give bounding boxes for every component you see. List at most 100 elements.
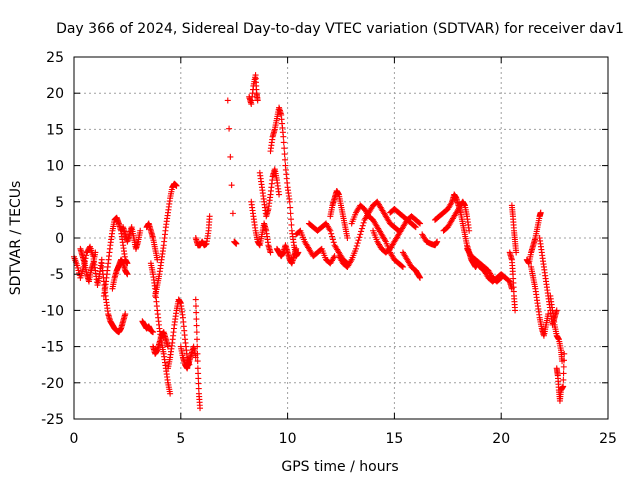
series-arc-c	[98, 260, 129, 336]
series-arc-ff	[440, 198, 473, 234]
data-point	[417, 274, 424, 281]
series-arc-f	[120, 224, 144, 252]
data-point	[434, 238, 441, 245]
data-point	[560, 357, 567, 364]
series-arc-bb	[399, 249, 424, 281]
series-arc-ii	[508, 202, 520, 256]
axis-ticks: 0 5 10 15 20 25 -25 -20 -15 -10 -5 0 5 10 15 20 25	[41, 50, 617, 447]
y-tick-label: -20	[41, 376, 64, 392]
data-point	[417, 220, 424, 227]
data-point	[327, 227, 334, 234]
data-point	[287, 210, 294, 217]
series-arc-s	[256, 166, 283, 220]
data-point	[195, 380, 202, 387]
series-arc-x	[327, 187, 351, 241]
series-arc-aa	[370, 213, 424, 256]
data-point	[194, 350, 201, 357]
data-point	[227, 153, 234, 160]
data-point	[193, 329, 200, 336]
data-point	[194, 365, 201, 372]
data-point	[344, 235, 351, 241]
series-arc-v	[293, 227, 338, 267]
data-point	[329, 236, 336, 243]
data-point	[226, 125, 233, 132]
data-point	[193, 316, 200, 323]
data-point	[498, 274, 505, 281]
y-tick-label: 10	[46, 159, 64, 175]
series-arc-gg	[464, 245, 505, 285]
data-point	[92, 249, 99, 256]
data-point	[355, 237, 362, 244]
data-point	[194, 358, 201, 365]
data-point	[448, 200, 455, 207]
data-point	[194, 343, 201, 350]
data-point	[122, 311, 129, 318]
data-point	[206, 213, 213, 220]
chart-title: Day 366 of 2024, Sidereal Day-to-day VTE…	[56, 21, 624, 37]
x-tick-label: 5	[176, 431, 185, 447]
data-point	[173, 182, 180, 189]
series-arc-d	[100, 214, 131, 299]
series-arc-dd	[419, 231, 441, 249]
y-tick-label: 15	[46, 122, 64, 138]
x-tick-label: 25	[599, 431, 617, 447]
data-point	[193, 322, 200, 329]
series-arc-m	[177, 343, 199, 372]
data-point	[281, 145, 288, 152]
series-arc-kk	[528, 263, 552, 339]
data-point	[537, 209, 544, 216]
x-tick-label: 0	[70, 431, 79, 447]
y-tick-label: 5	[55, 195, 64, 211]
data-point	[224, 97, 231, 104]
data-point	[83, 252, 90, 259]
data-point	[280, 139, 287, 146]
series-arc-r	[248, 198, 274, 256]
data-point	[195, 375, 202, 382]
data-point	[195, 370, 202, 377]
y-axis-title: SDTVAR / TECUs	[8, 181, 24, 296]
x-axis-title: GPS time / hours	[281, 459, 398, 475]
series-arc-cc	[387, 206, 419, 231]
series-arc-h	[143, 220, 161, 263]
series-arc-nn	[553, 350, 568, 404]
data-point	[228, 182, 235, 189]
data-point	[354, 240, 361, 247]
data-point	[561, 350, 568, 357]
data-point	[288, 216, 295, 223]
grid-lines	[74, 57, 608, 419]
series-arc-q	[246, 72, 261, 108]
data-point	[288, 221, 295, 228]
y-tick-label: -5	[50, 267, 64, 283]
data-point	[466, 227, 473, 234]
data-point	[192, 303, 199, 310]
data-point	[497, 275, 504, 282]
data-points	[71, 72, 568, 412]
series-arc-p	[224, 97, 240, 247]
data-point	[358, 228, 365, 235]
data-point	[193, 309, 200, 316]
data-point	[359, 222, 366, 229]
data-point	[330, 239, 337, 246]
y-tick-label: -10	[41, 303, 64, 319]
series-arc-ee	[431, 191, 515, 292]
data-point	[347, 258, 354, 265]
data-point	[560, 376, 567, 383]
x-tick-label: 10	[279, 431, 297, 447]
series-arc-jj	[523, 209, 544, 267]
data-point	[560, 383, 567, 390]
data-point	[382, 237, 389, 244]
data-point	[360, 219, 367, 226]
data-point	[192, 296, 199, 303]
data-point	[560, 363, 567, 370]
y-tick-label: 0	[55, 231, 64, 247]
data-point	[356, 234, 363, 241]
series-arc-j	[150, 329, 171, 357]
data-point	[560, 370, 567, 377]
data-point	[124, 271, 131, 278]
y-tick-label: 20	[46, 86, 64, 102]
series-arc-z	[348, 202, 406, 270]
y-tick-label: 25	[46, 50, 64, 66]
data-point	[137, 227, 144, 234]
series-arc-hh	[506, 249, 519, 314]
